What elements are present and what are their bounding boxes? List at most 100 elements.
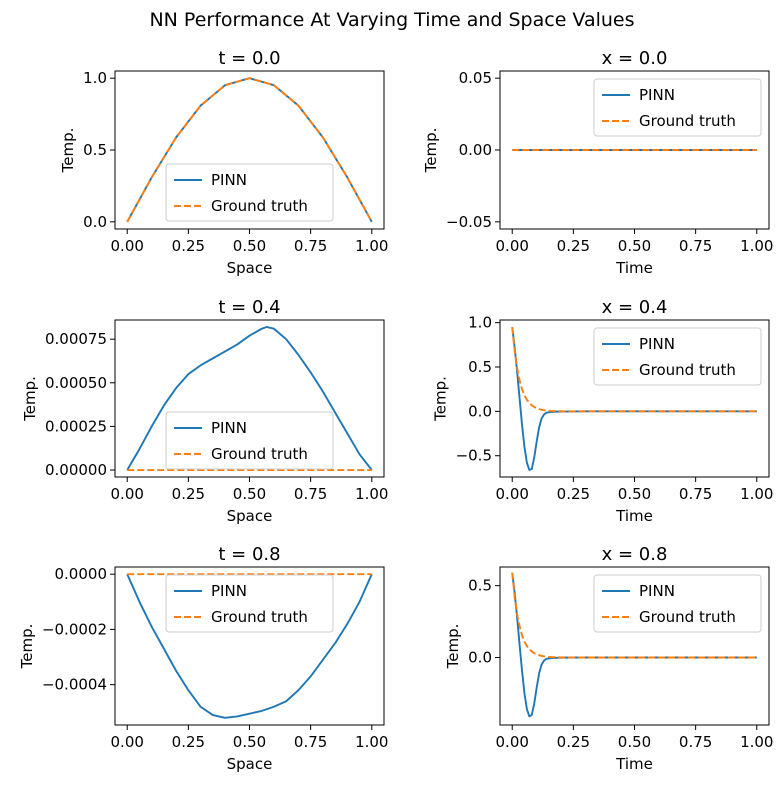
x-tick-label: 0.50 [233, 485, 266, 503]
x-tick-label: 0.50 [233, 237, 266, 255]
legend-label: Ground truth [639, 608, 736, 626]
x-tick-label: 0.75 [294, 237, 327, 255]
x-tick-label: 0.00 [496, 237, 529, 255]
pinn-line [126, 573, 373, 719]
legend-box [593, 78, 762, 137]
x-tick-label: 1.00 [740, 485, 773, 503]
y-tick-label: 0.00000 [45, 461, 107, 479]
x-tick-label: 1.00 [355, 237, 388, 255]
ground-truth-line [511, 327, 757, 413]
y-tick-label: 1.0 [468, 314, 492, 332]
y-tick-label: −0.05 [446, 213, 492, 231]
x-tick-label: 0.00 [111, 733, 144, 751]
y-tick-label: −0.0004 [42, 676, 107, 694]
x-axis-label: Space [227, 507, 273, 525]
x-tick-label: 1.00 [355, 485, 388, 503]
subplot-3: t = 0.4 0.00 0.25 0.50 0.75 1.00 0.00000 0.0002… [21, 297, 389, 525]
ground-truth-line [511, 572, 757, 659]
x-tick-label: 0.00 [496, 733, 529, 751]
subplot-2: x = 0.00.00 0.25 0.50 0.75 1.00−0.050.000.05… [422, 48, 773, 277]
x-tick-label: 0.50 [618, 237, 651, 255]
x-tick-label: 0.75 [679, 733, 712, 751]
y-tick-label: −0.5 [456, 447, 492, 465]
x-tick-label: 0.50 [233, 733, 266, 751]
x-axis-label: Time [615, 755, 653, 773]
subplot-5: t = 0.8 0.00 0.25 0.50 0.75 1.00 −0.0004 −0.000… [18, 544, 389, 773]
y-tick-label: 0.00075 [45, 330, 107, 348]
legend-label: PINN [639, 582, 675, 600]
y-axis-label: Temp. [432, 376, 450, 422]
legend-label: PINN [639, 86, 675, 104]
legend: PINN Ground truth [593, 327, 762, 386]
x-tick-label: 0.25 [172, 485, 205, 503]
x-tick-label: 1.00 [740, 733, 773, 751]
x-tick-label: 1.00 [355, 733, 388, 751]
legend-box [165, 411, 334, 470]
y-axis-label: Temp. [59, 128, 77, 174]
x-axis-label: Time [615, 507, 653, 525]
x-tick-label: 0.25 [172, 237, 205, 255]
x-tick-label: 0.75 [294, 733, 327, 751]
x-tick-label: 0.00 [111, 237, 144, 255]
ground-truth-line [126, 77, 373, 223]
legend-label: Ground truth [211, 608, 308, 626]
legend-label: PINN [211, 419, 247, 437]
legend: PINN Ground truth [165, 163, 334, 222]
y-axis-label: Temp. [21, 376, 39, 422]
legend-label: PINN [639, 335, 675, 353]
subplot-4: x = 0.4 0.00 0.25 0.50 0.75 1.00 −0.5 0.0 0.5 1.0… [432, 297, 774, 525]
x-tick-label: 0.75 [294, 485, 327, 503]
y-tick-label: 0.5 [83, 141, 107, 159]
x-tick-label: 0.00 [496, 485, 529, 503]
figure-suptitle: NN Performance At Varying Time and Space… [149, 9, 634, 31]
x-tick-label: 0.25 [172, 733, 205, 751]
y-tick-label: −0.0002 [42, 620, 107, 638]
x-axis-label: Time [615, 259, 653, 277]
legend-label: Ground truth [639, 361, 736, 379]
x-tick-label: 0.00 [111, 485, 144, 503]
x-tick-label: 0.25 [557, 733, 590, 751]
subplot-title: t = 0.4 [218, 297, 280, 318]
y-tick-label: 0.05 [459, 69, 492, 87]
legend-box [165, 163, 334, 222]
legend-box [593, 574, 762, 633]
y-tick-label: 0.00025 [45, 417, 107, 435]
x-tick-label: 0.25 [557, 485, 590, 503]
y-tick-label: 0.00050 [45, 374, 107, 392]
x-tick-label: 1.00 [740, 237, 773, 255]
y-tick-label: 0.0 [468, 648, 492, 666]
legend: PINN Ground truth [593, 78, 762, 137]
legend-label: Ground truth [211, 445, 308, 463]
legend-box [165, 574, 334, 633]
x-tick-label: 0.50 [618, 733, 651, 751]
y-tick-label: 0.0 [83, 213, 107, 231]
legend-label: Ground truth [211, 197, 308, 215]
legend-label: PINN [211, 582, 247, 600]
y-axis-label: Temp. [422, 128, 440, 174]
legend: PINN Ground truth [593, 574, 762, 633]
pinn-line [126, 326, 373, 471]
y-tick-label: 0.0000 [55, 565, 108, 583]
x-tick-label: 0.25 [557, 237, 590, 255]
y-tick-label: 1.0 [83, 69, 107, 87]
legend: PINN Ground truth [165, 574, 334, 633]
x-axis-label: Space [227, 755, 273, 773]
subplot-title: t = 0.8 [218, 544, 280, 565]
x-axis-label: Space [227, 259, 273, 277]
subplot-title: x = 0.4 [602, 297, 668, 318]
y-tick-label: 0.5 [468, 358, 492, 376]
x-tick-label: 0.75 [679, 237, 712, 255]
y-axis-label: Temp. [444, 624, 462, 670]
subplot-title: t = 0.0 [218, 48, 280, 69]
legend-label: PINN [211, 171, 247, 189]
subplot-title: x = 0.0 [602, 48, 668, 69]
x-tick-label: 0.75 [679, 485, 712, 503]
y-tick-label: 0.00 [459, 141, 492, 159]
x-tick-label: 0.50 [618, 485, 651, 503]
legend-label: Ground truth [639, 112, 736, 130]
subplot-6: x = 0.8 0.00 0.25 0.50 0.75 1.00 0.0 0.5 Time Tem… [444, 544, 773, 773]
legend: PINN Ground truth [165, 411, 334, 470]
subplot-title: x = 0.8 [602, 544, 668, 565]
subplot-1: t = 0.0 0.00 0.25 0.50 0.75 1.00 0.0 0.5 1.0 Spac… [59, 48, 388, 277]
